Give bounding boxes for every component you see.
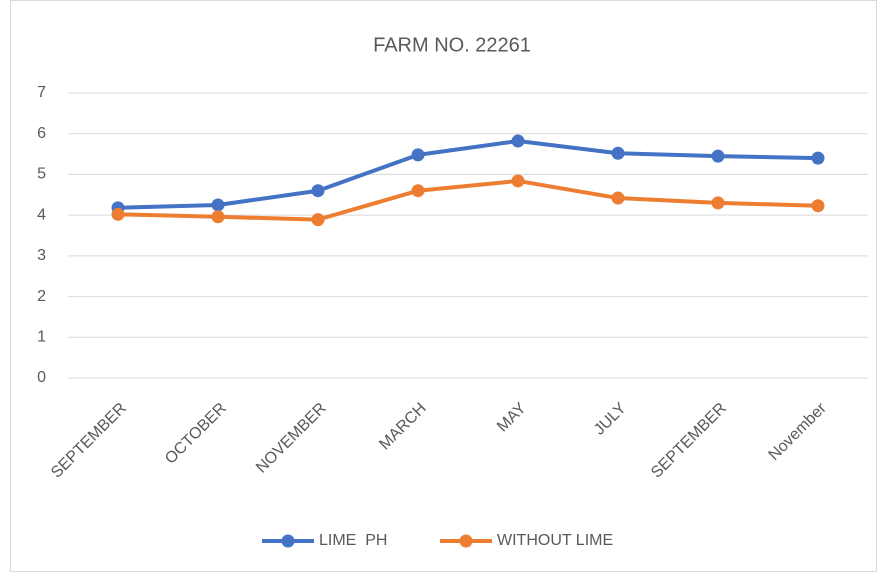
point-marker — [711, 149, 725, 163]
point-marker — [211, 210, 225, 224]
point-marker — [811, 199, 825, 213]
point-marker — [611, 146, 625, 160]
y-tick-label: 7 — [37, 84, 46, 101]
point-marker — [611, 191, 625, 205]
point-marker — [311, 184, 325, 198]
y-tick-label: 6 — [37, 125, 46, 142]
point-marker — [311, 213, 325, 227]
series-line — [116, 178, 820, 222]
y-tick-label: 1 — [37, 329, 46, 346]
point-marker — [111, 207, 125, 221]
point-marker — [411, 148, 425, 162]
point-marker — [711, 196, 725, 210]
y-tick-label: 4 — [37, 206, 46, 223]
legend-label: WITHOUT LIME — [497, 532, 613, 549]
series-line — [116, 139, 820, 210]
chart-frame — [10, 0, 877, 572]
point-marker — [211, 198, 225, 212]
legend-label: LIME PH — [319, 532, 387, 549]
y-tick-label: 5 — [37, 166, 46, 183]
point-marker — [411, 184, 425, 198]
legend-marker — [281, 534, 295, 548]
point-marker — [811, 151, 825, 165]
y-tick-label: 0 — [37, 369, 46, 386]
chart-title: FARM NO. 22261 — [373, 34, 531, 56]
point-marker — [511, 134, 525, 148]
point-marker — [511, 174, 525, 188]
y-tick-label: 3 — [37, 247, 46, 264]
legend-marker — [459, 534, 473, 548]
y-tick-label: 2 — [37, 288, 46, 305]
